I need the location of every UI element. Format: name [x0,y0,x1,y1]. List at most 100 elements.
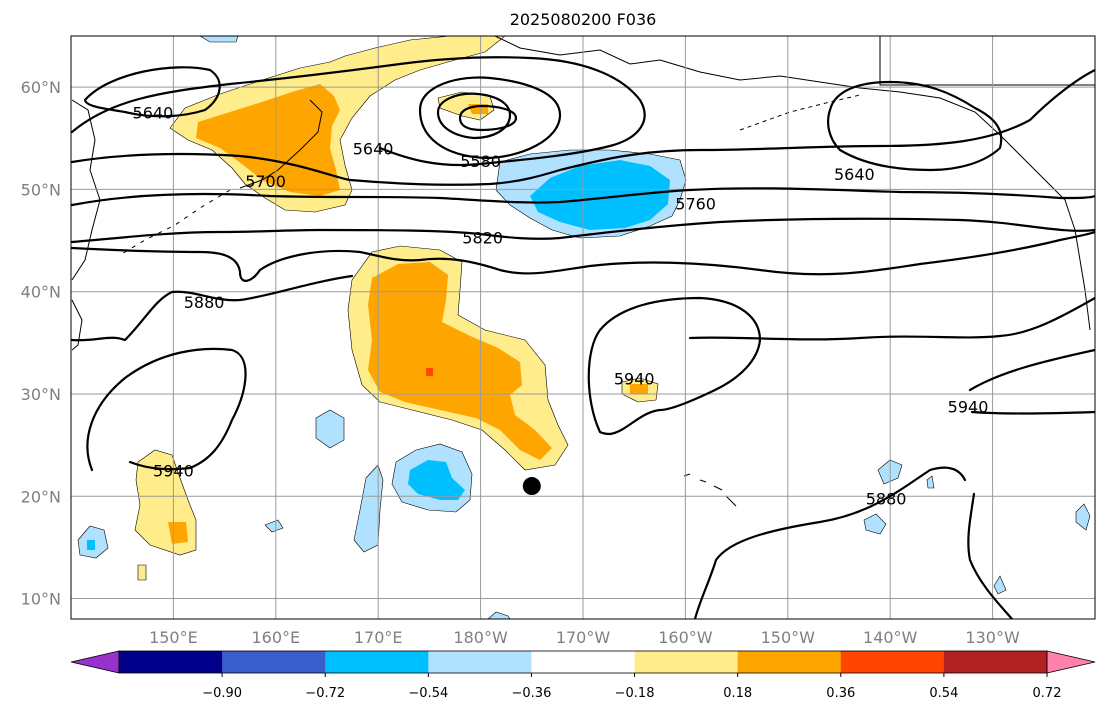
aleutian-islands [739,94,861,131]
contour-5580-inner [458,104,518,132]
positive-max-central [426,368,433,376]
lon-tick-label: 140°W [863,628,918,647]
contour-label: 5760 [675,195,716,214]
latitude-labels: 10°N 20°N 30°N 40°N 50°N 60°N [21,78,61,608]
contour-label: 5880 [866,489,907,508]
contour-label: 5940 [614,370,655,389]
lat-tick-label: 60°N [21,78,61,97]
colorbar-tick-label: −0.54 [408,686,448,701]
negative-core-north [530,160,670,230]
colorbar-tick-label: 0.72 [1033,686,1062,701]
negative-core-storm [408,460,465,500]
lat-tick-label: 30°N [21,385,61,404]
colorbar-tick-label: −0.72 [305,686,345,701]
contour-label: 5640 [133,104,174,123]
map-frame [70,35,1096,620]
colorbar-segment [119,651,223,673]
positive-core-east-small [630,384,648,394]
negative-area-small-7 [1075,503,1091,531]
contour-label: 5940 [153,462,194,481]
height-contours [71,56,1095,619]
map-title: 2025080200 F036 [510,10,657,29]
negative-area-small-8 [993,575,1007,595]
contour-5820 [71,217,1095,244]
negative-core-small-3 [87,540,95,550]
contour-5940-east-lower [970,410,1095,415]
colorbar-segment [325,651,429,673]
colorbar-segment [737,651,842,673]
lon-tick-label: 170°W [556,628,611,647]
lon-tick-label: 170°E [354,628,403,647]
lon-tick-label: 130°W [965,628,1020,647]
contour-5640-west [83,66,221,118]
contour-5880-south [71,274,354,342]
colorbar-tick-label: −0.18 [615,686,655,701]
contour-5640-main [71,56,646,167]
contour-5940-west [86,347,247,472]
colorbar-tick-label: 0.18 [723,686,752,701]
contour-label: 5580 [460,152,501,171]
colorbar-extend-high [1046,650,1096,674]
contour-5760 [71,187,1095,207]
colorbar-segment [840,651,945,673]
contour-5580-middle [436,92,512,140]
contour-5880-north [71,230,1095,282]
lon-tick-label: 160°W [658,628,713,647]
shaded-field [77,36,1091,619]
colorbar-segment [531,651,636,673]
lon-tick-label: 160°E [251,628,300,647]
contour-labels: 5640 5640 5640 5580 5700 5760 5820 5880 5880 5940… [133,104,989,509]
hawaii-islands [683,473,737,507]
negative-area-small-11 [926,475,935,489]
contour-label: 5640 [353,140,394,159]
colorbar-segment [428,651,532,673]
contour-5940-central [587,296,762,436]
contour-label: 5880 [184,293,225,312]
contour-5700 [71,68,1095,186]
contour-label: 5940 [948,397,989,416]
positive-area-west-tiny [137,564,147,581]
colorbar-tick-label: −0.36 [512,686,552,701]
longitude-labels: 150°E 160°E 170°E 180°W 170°W 160°W 150°W 140°W… [149,628,1020,647]
contour-5880-southeast [693,466,1014,619]
lon-tick-label: 150°E [149,628,198,647]
positive-core-central [368,262,552,460]
negative-area-small-4 [264,519,284,533]
negative-area-small-10 [199,36,239,43]
lon-tick-label: 150°W [761,628,816,647]
lat-tick-label: 40°N [21,283,61,302]
lon-tick-label: 180°W [453,628,508,647]
contour-label: 5640 [834,165,875,184]
lat-tick-label: 50°N [21,180,61,199]
coastlines [71,36,1095,507]
negative-area-small-1 [315,409,345,449]
contour-5940-east [968,348,1095,392]
colorbar-segment [943,651,1048,673]
map-area: 5640 5640 5640 5580 5700 5760 5820 5880 5880 5940… [71,36,1095,619]
negative-area-small-9 [487,611,511,619]
negative-area-small-6 [863,513,887,535]
colorbar-tick-label: −0.90 [202,686,242,701]
colorbar-segment [222,651,326,673]
storm-center-marker [522,477,541,496]
colorbar-outline [118,650,1048,674]
contour-5640-east [827,80,1003,172]
coast-alaska [659,59,1091,331]
canada-border [879,36,1095,86]
colorbar-extend-low [70,650,120,674]
lat-tick-label: 20°N [21,487,61,506]
colorbar-segment [634,651,739,673]
coast-siberia [494,36,661,65]
coast-asia [71,99,101,281]
contour-label: 5700 [245,172,286,191]
contour-5580-outer [418,76,562,160]
colorbar-tick-label: 0.54 [929,686,958,701]
colorbar-tick-label: 0.36 [826,686,855,701]
coast-kamchatka [239,99,323,189]
colorbar: −0.90 −0.72 −0.54 −0.36 −0.18 0.18 0.36 0.54 0.7… [70,650,1096,701]
coast-japan [71,299,83,351]
kuril-islands [119,189,231,256]
contour-label: 5820 [462,228,503,247]
